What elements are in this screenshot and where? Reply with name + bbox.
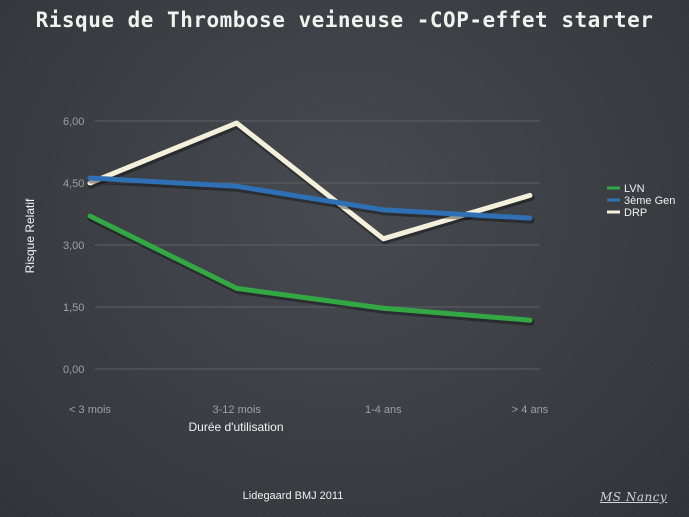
x-tick-label: 1-4 ans [365, 404, 402, 416]
x-axis-ticks: < 3 mois 3-12 mois 1-4 ans > 4 ans [69, 404, 549, 416]
legend-label: LVN [624, 183, 645, 195]
series-line-lvn [87, 213, 533, 323]
y-tick-label: 1,50 [63, 302, 84, 314]
y-axis-ticks: 0,00 1,50 3,00 4,50 6,00 [63, 116, 84, 376]
series-line-3-me-gen [87, 175, 533, 221]
series-lines [87, 120, 535, 326]
x-tick-label: 3-12 mois [213, 404, 262, 416]
series-line-drp [87, 120, 533, 242]
x-tick-label: > 4 ans [512, 404, 549, 416]
source-citation: Lidegaard BMJ 2011 [242, 490, 344, 502]
legend-label: DRP [624, 207, 647, 219]
slide-title: Risque de Thrombose veineuse -COP-effet … [35, 8, 654, 32]
y-tick-label: 3,00 [63, 240, 84, 252]
y-tick-label: 6,00 [63, 116, 84, 128]
x-tick-label: < 3 mois [69, 404, 111, 416]
legend-label: 3ème Gen [624, 195, 675, 207]
author-signature: MS Nancy [600, 490, 668, 504]
y-axis-title: Risque Relatif [23, 198, 37, 273]
x-axis-title: Durée d'utilisation [188, 420, 283, 434]
y-tick-label: 4,50 [63, 178, 84, 190]
y-tick-label: 0,00 [63, 364, 84, 376]
